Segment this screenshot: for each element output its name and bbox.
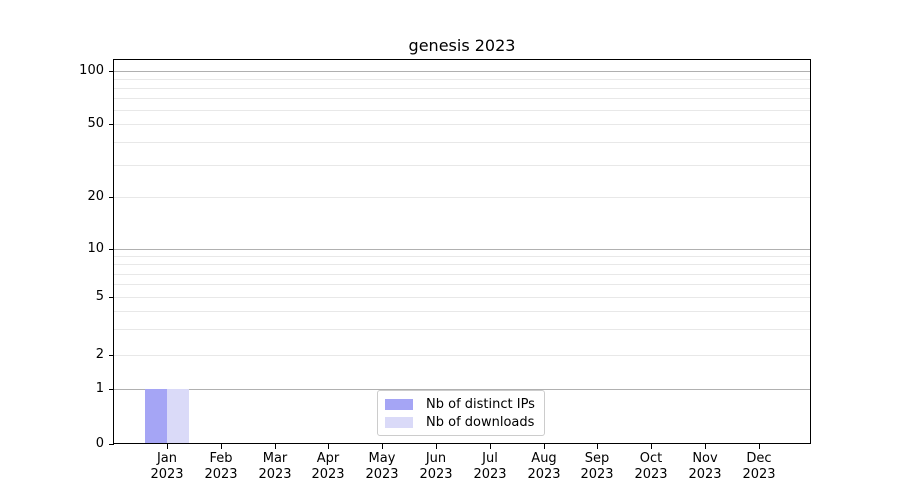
x-tick-label: Jul 2023 (473, 451, 507, 482)
x-tick-label: Oct 2023 (634, 451, 668, 482)
chart-title: genesis 2023 (408, 36, 516, 55)
gridline-minor (114, 329, 810, 330)
x-tick-mark (328, 444, 329, 449)
legend-label-distinct-ips: Nb of distinct IPs (426, 397, 535, 412)
y-tick-mark (109, 124, 114, 125)
bar-downloads-1 (167, 389, 189, 443)
gridline-minor (114, 165, 810, 166)
legend-label-downloads: Nb of downloads (426, 415, 535, 430)
y-tick-label: 5 (95, 289, 104, 304)
y-tick-label: 1 (95, 381, 104, 396)
x-tick-label: Jun 2023 (419, 451, 453, 482)
x-tick-mark (221, 444, 222, 449)
x-tick-label: Aug 2023 (527, 451, 561, 482)
x-tick-label: Mar 2023 (258, 451, 292, 482)
gridline-minor (114, 311, 810, 312)
x-tick-label: Jan 2023 (150, 451, 184, 482)
gridline-minor (114, 88, 810, 89)
x-tick-mark (275, 444, 276, 449)
legend-item-downloads: Nb of downloads (385, 414, 537, 431)
y-tick-mark (109, 71, 114, 72)
y-tick-mark (109, 355, 114, 356)
gridline-minor (114, 256, 810, 257)
x-tick-label: Nov 2023 (688, 451, 722, 482)
y-tick-label: 100 (79, 63, 104, 78)
x-tick-mark (382, 444, 383, 449)
legend-item-distinct-ips: Nb of distinct IPs (385, 396, 537, 413)
x-tick-label: May 2023 (365, 451, 399, 482)
gridline-minor (114, 297, 810, 298)
x-tick-mark (705, 444, 706, 449)
y-tick-mark (109, 389, 114, 390)
gridline-minor (114, 124, 810, 125)
y-tick-label: 20 (87, 189, 104, 204)
y-tick-mark (109, 197, 114, 198)
x-tick-mark (167, 444, 168, 449)
y-tick-mark (109, 249, 114, 250)
legend-swatch-downloads (385, 417, 413, 428)
y-tick-label: 2 (95, 347, 104, 362)
plot-area (113, 59, 811, 444)
x-tick-label: Feb 2023 (204, 451, 238, 482)
x-tick-mark (436, 444, 437, 449)
x-tick-label: Dec 2023 (742, 451, 776, 482)
gridline-minor (114, 264, 810, 265)
gridline-minor (114, 274, 810, 275)
legend-swatch-distinct-ips (385, 399, 413, 410)
gridline-major (114, 389, 810, 390)
y-tick-mark (109, 297, 114, 298)
y-tick-label: 0 (95, 436, 104, 451)
gridline-minor (114, 355, 810, 356)
x-tick-mark (651, 444, 652, 449)
gridline-major (114, 249, 810, 250)
legend: Nb of distinct IPs Nb of downloads (377, 390, 545, 436)
gridline-minor (114, 79, 810, 80)
gridline-major (114, 71, 810, 72)
y-tick-mark (109, 444, 114, 445)
gridline-minor (114, 197, 810, 198)
gridline-minor (114, 98, 810, 99)
x-tick-mark (759, 444, 760, 449)
x-tick-label: Sep 2023 (580, 451, 614, 482)
y-tick-label: 50 (87, 116, 104, 131)
x-tick-label: Apr 2023 (311, 451, 345, 482)
gridline-minor (114, 142, 810, 143)
x-tick-mark (544, 444, 545, 449)
y-tick-label: 10 (87, 241, 104, 256)
gridline-minor (114, 284, 810, 285)
gridline-minor (114, 110, 810, 111)
bar-distinct-ips-1 (145, 389, 167, 443)
x-tick-mark (597, 444, 598, 449)
x-tick-mark (490, 444, 491, 449)
